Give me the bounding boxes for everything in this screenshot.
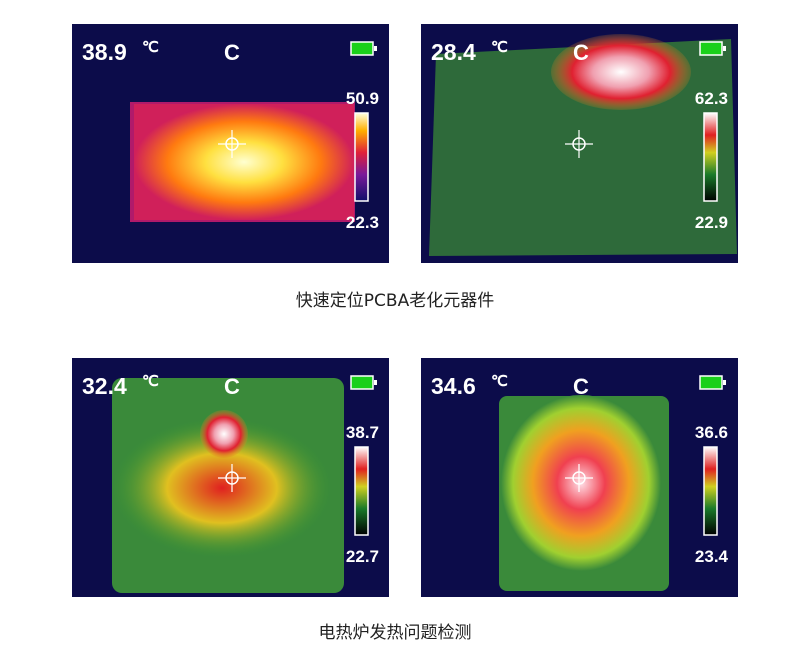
- scale-max: 62.3: [695, 89, 728, 108]
- battery-tip: [374, 380, 377, 385]
- scale-min: 22.3: [346, 213, 379, 232]
- scale-min: 22.9: [695, 213, 728, 232]
- battery: [350, 41, 374, 56]
- mode: C: [573, 40, 589, 65]
- unit: ℃: [142, 373, 159, 390]
- thermal-panel: 32.4 ℃ C 38.7 22.7: [72, 358, 389, 597]
- caption: 电热炉发热问题检测: [318, 623, 472, 643]
- color-scale: [703, 112, 718, 202]
- thermal-panel: 38.9 ℃ C 50.9 22.3: [72, 24, 389, 263]
- scale-min: 23.4: [695, 547, 729, 566]
- crosshair: [218, 464, 246, 492]
- battery-tip: [374, 46, 377, 51]
- hotspot: [551, 34, 691, 110]
- scale-max: 50.9: [346, 89, 379, 108]
- crosshair: [218, 130, 246, 158]
- warm: [112, 418, 332, 558]
- center-temp: 28.4: [431, 39, 476, 65]
- thermal-panel: 28.4 ℃ C 62.3 22.9: [421, 24, 738, 263]
- battery-tip: [723, 46, 726, 51]
- battery: [699, 41, 723, 56]
- unit: ℃: [491, 373, 508, 390]
- unit: ℃: [142, 39, 159, 56]
- scale-max: 38.7: [346, 423, 379, 442]
- thermal-panel: 34.6 ℃ C 36.6 23.4: [421, 358, 738, 597]
- mode: C: [224, 374, 240, 399]
- unit: ℃: [491, 39, 508, 56]
- crosshair: [565, 130, 593, 158]
- crosshair: [565, 464, 593, 492]
- center-temp: 32.4: [82, 373, 127, 399]
- center-temp: 34.6: [431, 373, 476, 399]
- board-heat: [134, 104, 354, 220]
- battery: [699, 375, 723, 390]
- mode: C: [573, 374, 589, 399]
- caption: 快速定位PCBA老化元器件: [295, 291, 495, 311]
- battery-tip: [723, 380, 726, 385]
- color-scale: [354, 446, 369, 536]
- hotspot: [200, 410, 248, 458]
- mode: C: [224, 40, 240, 65]
- scale-min: 22.7: [346, 547, 379, 566]
- battery: [350, 375, 374, 390]
- scale-max: 36.6: [695, 423, 728, 442]
- center-temp: 38.9: [82, 39, 127, 65]
- color-scale: [703, 446, 718, 536]
- color-scale: [354, 112, 369, 202]
